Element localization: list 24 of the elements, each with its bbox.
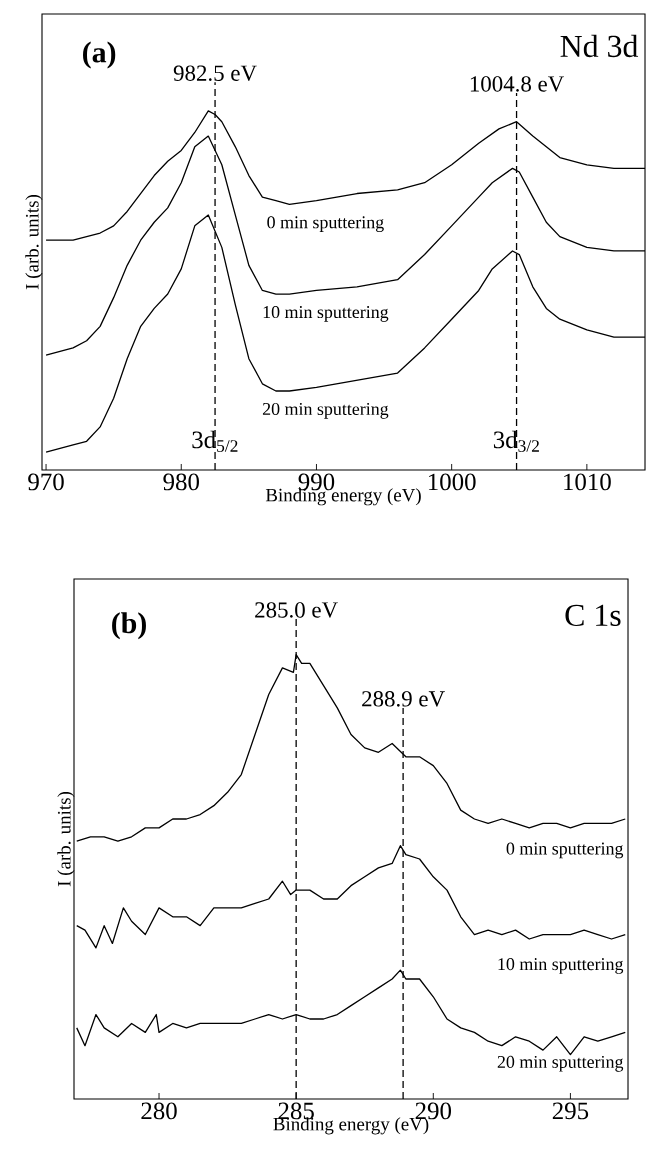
ref-line-label: 285.0 eV bbox=[255, 602, 338, 618]
x-tick-label: 280 bbox=[141, 1102, 177, 1120]
text: C 1s bbox=[565, 604, 621, 627]
y-axis-title: I (arb. units) bbox=[25, 194, 43, 290]
ref-line-label: 288.9 eV bbox=[362, 691, 445, 707]
annotation: 3d$_{3/2}$ bbox=[493, 430, 539, 452]
y-axis-title: I (arb. units) bbox=[57, 792, 75, 887]
series-label: 10 min sputtering bbox=[263, 305, 389, 322]
annotation: 3d$_{5/2}$ bbox=[192, 430, 238, 452]
text: Nd 3d bbox=[560, 34, 639, 58]
text: (a) bbox=[83, 41, 116, 69]
x-tick-label: 1000 bbox=[428, 473, 476, 491]
series-label: 20 min sputtering bbox=[497, 1055, 624, 1072]
series-label: 0 min sputtering bbox=[267, 216, 384, 233]
series-label: 0 min sputtering bbox=[506, 842, 624, 859]
ref-line-label: 982.5 eV bbox=[173, 65, 257, 82]
ref-line-label: 1004.8 eV bbox=[470, 76, 565, 92]
text: (b) bbox=[112, 612, 146, 640]
x-tick-label: 1010 bbox=[564, 473, 611, 491]
series-label: 10 min sputtering bbox=[498, 958, 624, 974]
x-tick-label: 980 bbox=[163, 473, 199, 491]
series-label: 20 min sputtering bbox=[262, 402, 389, 419]
x-tick-label: 970 bbox=[28, 473, 64, 491]
x-tick-label: 295 bbox=[552, 1102, 589, 1120]
